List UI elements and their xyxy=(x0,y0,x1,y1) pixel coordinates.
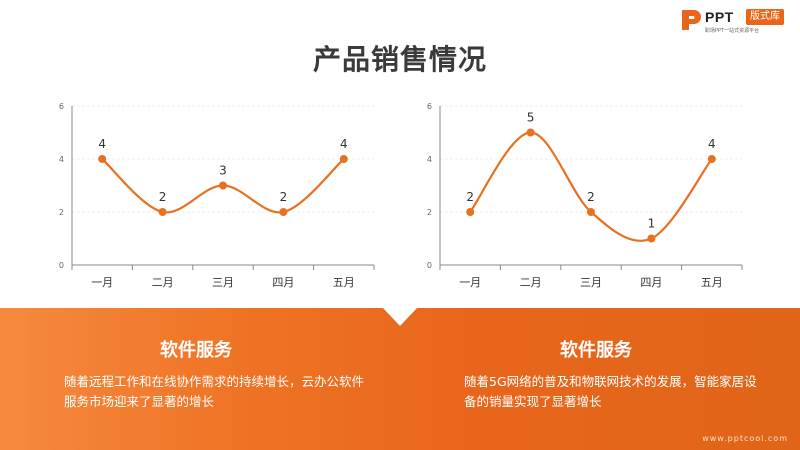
logo-tagline: 职场PPT一站式资源平台 xyxy=(705,28,760,34)
chart-1-category-label: 四月 xyxy=(272,276,294,289)
chart-2-category-label: 一月 xyxy=(459,276,481,289)
logo-mark-icon xyxy=(682,10,701,30)
logo-badge: 版式库 xyxy=(746,9,784,25)
chart-2-data-label: 2 xyxy=(587,190,595,204)
chart-2-ytick-label: 6 xyxy=(427,102,432,111)
footer-url: www.pptcool.com xyxy=(702,434,788,443)
chart-1-ytick-label: 2 xyxy=(59,208,64,217)
chart-2-point xyxy=(466,208,475,216)
chart-1-data-label: 4 xyxy=(340,137,348,151)
charts-canvas: 0 2 4 6 一月 二月 三月 四月 五月 4 2 3 2 4 0 2 4 6 一月 二月 三月 四月 五月 2 5 2 1 4 xyxy=(59,102,743,289)
chart-1-data-label: 2 xyxy=(159,190,167,204)
chart-1-point xyxy=(219,181,227,190)
chart-1-ytick-label: 6 xyxy=(59,102,64,111)
chart-1-point xyxy=(98,155,107,163)
chart-2-category-label: 二月 xyxy=(520,276,542,289)
page-title: 产品销售情况 xyxy=(312,43,487,76)
chart-1-category-label: 二月 xyxy=(152,276,174,289)
chart-2-category-label: 五月 xyxy=(701,276,723,289)
chart-2-data-label: 5 xyxy=(527,111,535,125)
chart-2-data-label: 2 xyxy=(466,190,474,204)
chart-2-data-label: 1 xyxy=(648,217,656,231)
chart-2-category-label: 三月 xyxy=(580,276,602,289)
chart-1-category-label: 五月 xyxy=(333,276,355,289)
chart-2-series-line xyxy=(469,131,713,242)
chart-1-data-label: 3 xyxy=(219,164,227,178)
chart-1-category-label: 三月 xyxy=(212,276,234,289)
chart-2-point xyxy=(707,155,716,163)
chart-1-point xyxy=(279,208,288,216)
bottom-band xyxy=(0,308,800,450)
chart-1-ytick-label: 4 xyxy=(59,155,64,164)
card-right-text: 随着5G网络的普及和物联网技术的发展，智能家居设备的销量实现了显著增长 xyxy=(464,374,757,409)
chart-1-ytick-label: 0 xyxy=(59,261,64,270)
card-left-text: 随着远程工作和在线协作需求的持续增长，云办公软件服务市场迎来了显著的增长 xyxy=(64,374,365,409)
card-left-title: 软件服务 xyxy=(160,340,232,361)
chart-2-point xyxy=(587,208,595,216)
chart-2-point xyxy=(526,128,535,137)
card-right-title: 软件服务 xyxy=(560,340,632,361)
chart-1-category-label: 一月 xyxy=(91,276,113,289)
chart-2-ytick-label: 2 xyxy=(427,208,432,217)
chart-1-point xyxy=(339,155,348,163)
chart-2-ytick-label: 0 xyxy=(427,261,432,270)
chart-1-data-label: 4 xyxy=(98,137,106,151)
band-notch xyxy=(383,308,417,326)
chart-1-data-label: 2 xyxy=(280,190,288,204)
logo: PPT 版式库 职场PPT一站式资源平台 xyxy=(680,8,796,34)
chart-1-point xyxy=(158,208,167,216)
logo-text: PPT xyxy=(705,9,734,25)
chart-2-category-label: 四月 xyxy=(640,276,662,289)
chart-2-ytick-label: 4 xyxy=(427,155,432,164)
chart-2-point xyxy=(647,234,656,243)
chart-2-data-label: 4 xyxy=(708,137,716,151)
